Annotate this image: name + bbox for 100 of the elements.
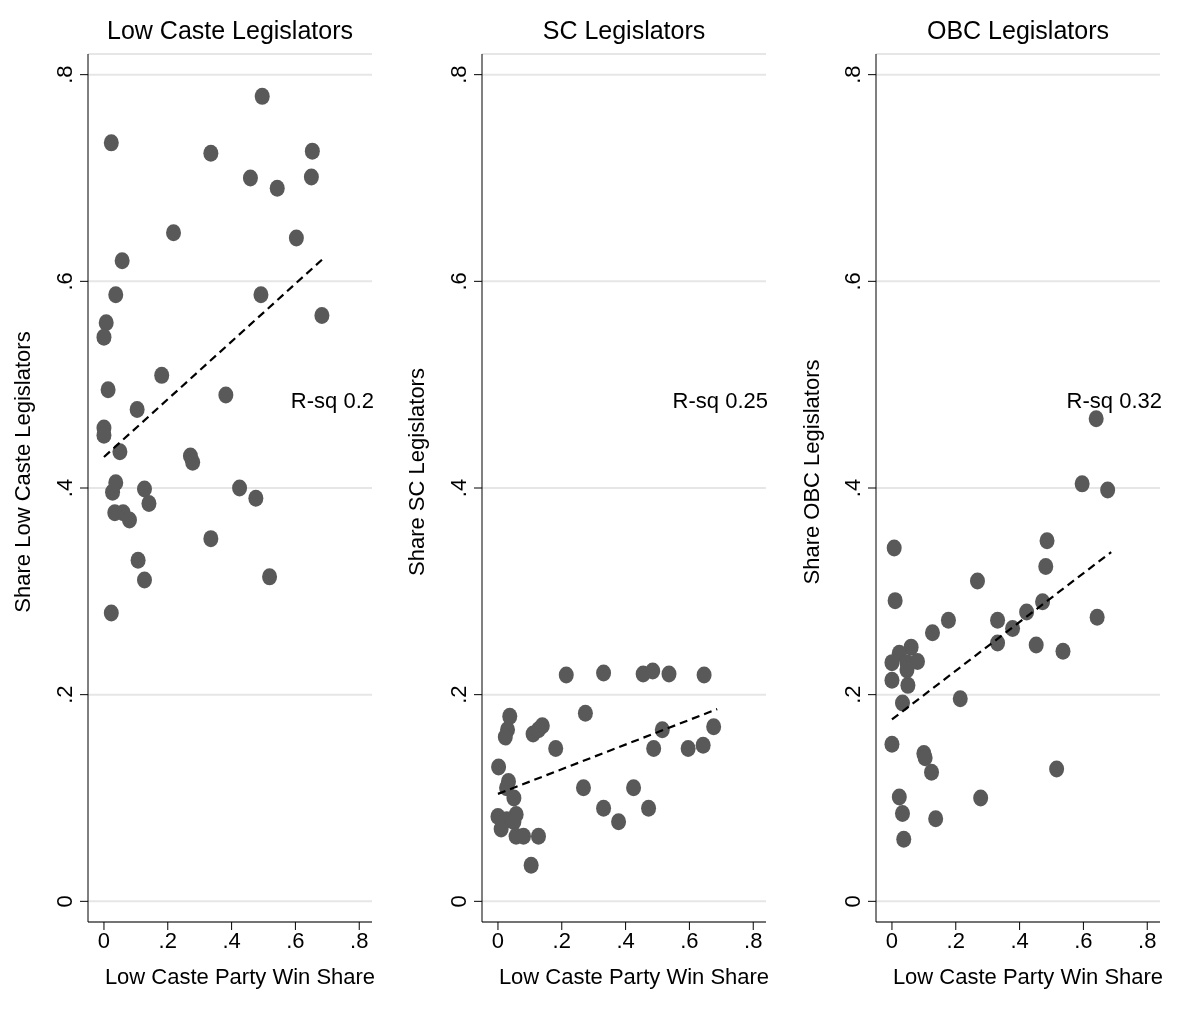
point: [887, 592, 903, 610]
point: [891, 788, 907, 806]
point: [903, 638, 919, 656]
point: [304, 142, 320, 160]
point: [121, 511, 137, 529]
x-tick-label: .4: [1010, 927, 1029, 953]
point: [98, 314, 114, 332]
point: [596, 664, 612, 682]
point: [242, 169, 258, 187]
point: [940, 611, 956, 629]
y-tick-label: .4: [446, 478, 471, 498]
x-tick-label: .6: [1074, 927, 1093, 953]
y-tick-label: .2: [840, 685, 865, 704]
chart-title: OBC Legislators: [926, 15, 1110, 46]
y-tick-label: 0: [840, 895, 865, 908]
y-tick-label: 0: [446, 895, 471, 908]
x-tick-label: .8: [744, 927, 763, 953]
point: [886, 539, 902, 557]
point: [900, 676, 916, 694]
point: [262, 568, 278, 586]
point: [558, 666, 574, 684]
x-tick-label: .2: [552, 927, 571, 953]
point: [548, 739, 564, 757]
point: [154, 366, 170, 384]
point: [269, 179, 285, 197]
point: [103, 604, 119, 622]
point: [136, 571, 152, 589]
x-axis-title: Low Caste Party Win Share: [103, 964, 377, 990]
x-tick-label: 0: [97, 927, 111, 953]
point: [611, 813, 627, 831]
point: [641, 799, 657, 817]
point: [105, 483, 121, 501]
point: [497, 728, 513, 746]
point: [1074, 475, 1090, 493]
point: [928, 810, 944, 828]
y-axis-title: Share SC Legislators: [404, 368, 430, 576]
point: [646, 739, 662, 757]
point: [884, 671, 900, 689]
y-tick-label: .8: [52, 65, 77, 84]
point: [896, 830, 912, 848]
point: [114, 252, 130, 270]
y-axis-title: Share OBC Legislators: [798, 359, 824, 585]
point: [254, 87, 270, 105]
y-tick-label: .4: [840, 478, 865, 498]
point: [894, 805, 910, 822]
point: [626, 779, 642, 797]
point: [1028, 636, 1044, 654]
point: [952, 690, 968, 708]
y-tick-label: .2: [52, 685, 77, 704]
point: [303, 168, 319, 186]
annotation: R-sq 0.25: [672, 388, 768, 414]
point: [696, 666, 712, 684]
point: [288, 229, 304, 247]
y-tick-label: .6: [52, 272, 77, 291]
x-tick-label: .4: [222, 927, 241, 953]
point: [1049, 760, 1065, 778]
point: [1089, 608, 1105, 626]
point: [248, 489, 264, 507]
x-tick-label: .2: [158, 927, 177, 953]
point: [680, 739, 696, 757]
point: [218, 386, 234, 404]
point: [1100, 481, 1116, 499]
point: [108, 286, 124, 304]
x-tick-label: .2: [946, 927, 965, 953]
point: [506, 789, 522, 807]
y-tick-label: .6: [840, 272, 865, 291]
point: [141, 495, 157, 512]
point: [661, 665, 677, 683]
point: [577, 704, 593, 722]
x-tick-label: 0: [491, 927, 505, 953]
point: [130, 551, 146, 569]
point: [924, 624, 940, 642]
annotation: R-sq 0.32: [1066, 388, 1162, 414]
point: [969, 572, 985, 590]
point: [203, 144, 219, 162]
point: [924, 763, 940, 781]
y-tick-label: 0: [52, 895, 77, 908]
point: [100, 381, 116, 399]
point: [491, 758, 507, 776]
y-tick-label: .8: [840, 65, 865, 84]
annotation: R-sq 0.2: [290, 388, 374, 414]
point: [96, 328, 112, 346]
point: [1055, 642, 1071, 660]
point: [112, 443, 128, 461]
point: [129, 400, 145, 418]
x-axis-title: Low Caste Party Win Share: [497, 964, 771, 990]
point: [232, 479, 248, 497]
point: [523, 856, 539, 874]
x-axis-title: Low Caste Party Win Share: [891, 964, 1165, 990]
x-tick-label: .6: [286, 927, 305, 953]
point: [575, 779, 591, 797]
point: [103, 134, 119, 152]
point: [136, 480, 152, 498]
point: [253, 286, 269, 304]
x-tick-label: .8: [350, 927, 369, 953]
x-tick-label: .4: [616, 927, 635, 953]
point: [596, 799, 612, 817]
point: [166, 224, 182, 242]
x-tick-label: .8: [1138, 927, 1157, 953]
x-tick-label: .6: [680, 927, 699, 953]
